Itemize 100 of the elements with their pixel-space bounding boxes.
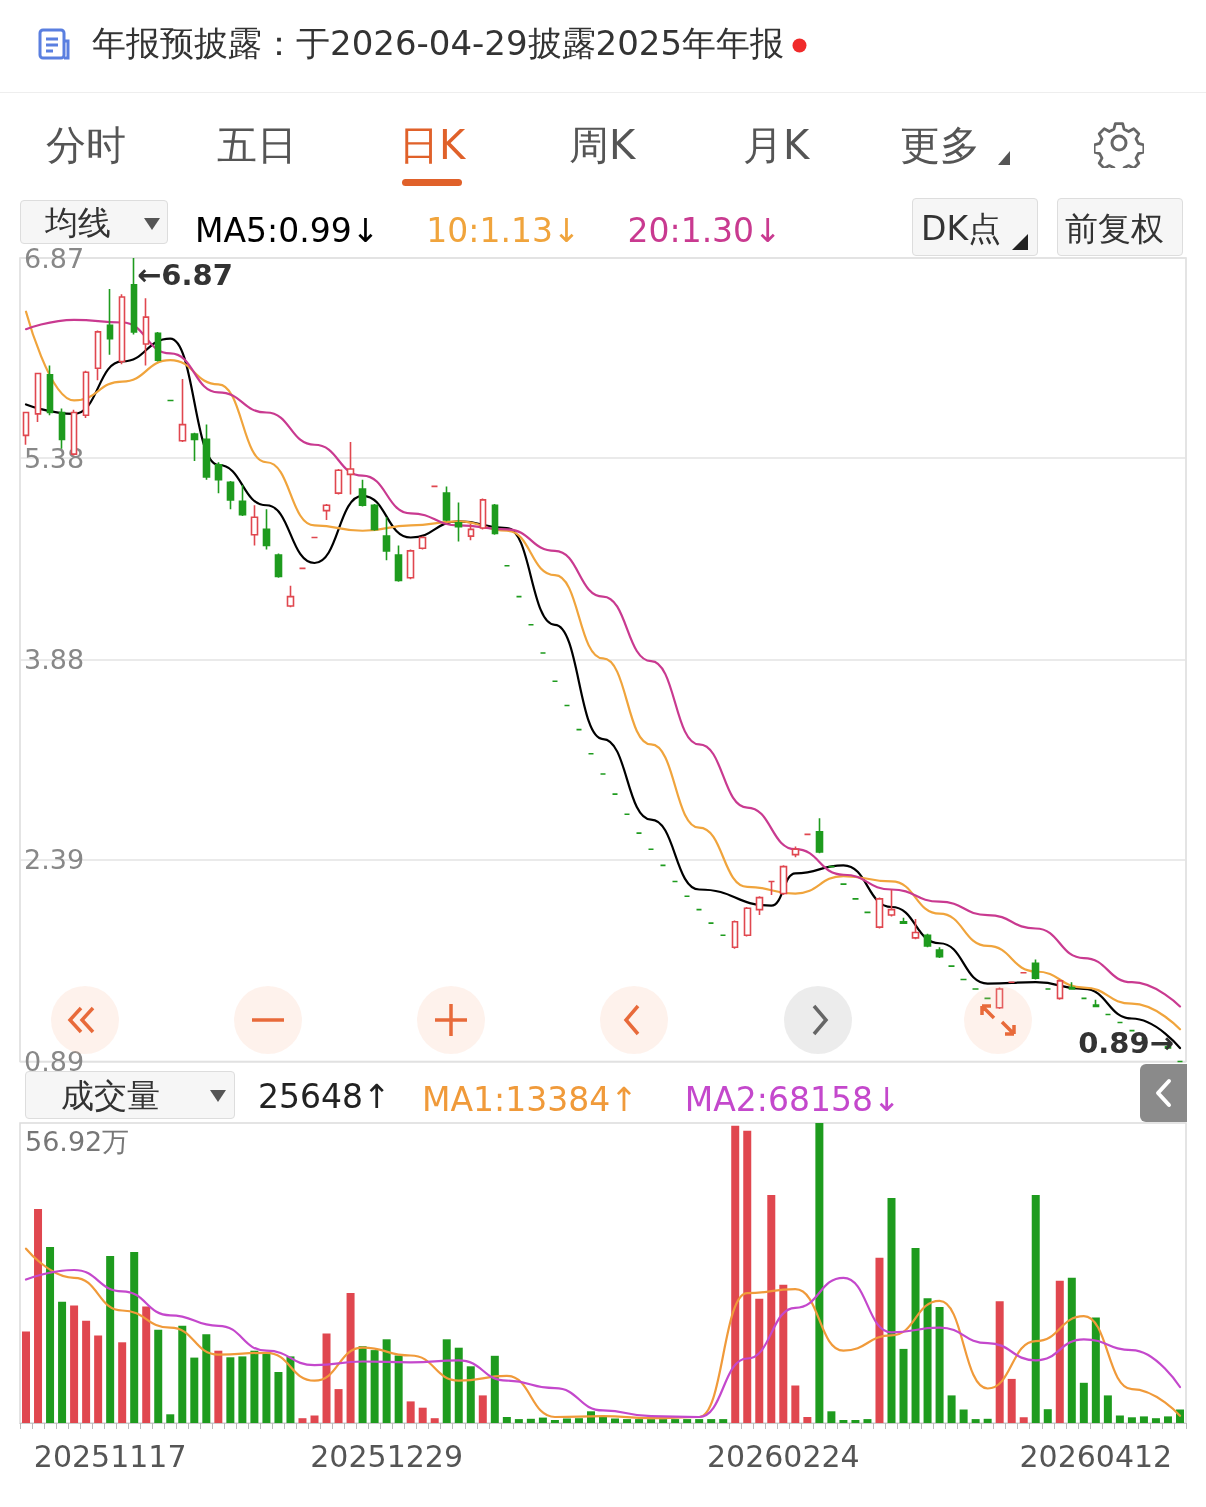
bar: [695, 1419, 704, 1423]
bar: [538, 1417, 547, 1423]
bar: [274, 1372, 283, 1423]
candlestick: [418, 535, 427, 551]
text: 五日: [216, 121, 298, 170]
candlestick: [875, 896, 884, 930]
bar: [1031, 1195, 1040, 1423]
bar: [1079, 1382, 1088, 1423]
text: MA2:68158↓: [684, 1080, 901, 1119]
candlestick: [442, 485, 451, 523]
candlestick: [142, 297, 150, 367]
candlestick: [214, 461, 223, 494]
bar: [550, 1420, 559, 1423]
candlestick: [94, 329, 102, 382]
annotation: 0.89→: [1078, 1026, 1174, 1060]
bar: [899, 1348, 908, 1423]
bar: [346, 1293, 355, 1423]
bar: [839, 1420, 848, 1423]
annotation: 56.92万: [25, 1125, 130, 1159]
candlestick: [923, 933, 932, 949]
bar: [1007, 1378, 1016, 1423]
candlestick: [370, 503, 379, 532]
text: 20:1.30↓: [627, 211, 782, 250]
candlestick: [322, 503, 331, 521]
bar: [214, 1350, 223, 1423]
bar: [875, 1257, 884, 1423]
bar: [659, 1419, 668, 1423]
bar: [310, 1415, 319, 1423]
y-tick-label: 0.89: [24, 1046, 85, 1077]
bar: [178, 1325, 187, 1423]
text: 成交量: [61, 1075, 160, 1117]
candlestick: [1031, 958, 1040, 981]
bar: [22, 1331, 31, 1423]
x-tick-label: 20251117: [33, 1438, 187, 1474]
bar: [118, 1342, 127, 1423]
candlestick: [755, 895, 764, 916]
bar: [1139, 1416, 1148, 1423]
text: MA1:13384↑: [422, 1080, 638, 1119]
bar: [226, 1357, 235, 1423]
bar: [190, 1357, 199, 1423]
candlestick: [178, 378, 187, 443]
bar: [418, 1407, 427, 1423]
bar: [1067, 1277, 1076, 1423]
candlestick: [382, 516, 391, 562]
text: DK点: [921, 208, 1002, 250]
bar: [82, 1320, 91, 1423]
bar: [623, 1419, 632, 1423]
text: 10:1.13↓: [426, 211, 581, 250]
bar: [1103, 1395, 1112, 1423]
bar: [827, 1411, 836, 1423]
bar: [755, 1298, 764, 1423]
bar: [1055, 1280, 1064, 1423]
bar: [683, 1419, 692, 1423]
bar: [923, 1298, 932, 1423]
bar: [1151, 1418, 1160, 1423]
bar: [671, 1419, 680, 1423]
bar: [514, 1419, 523, 1423]
bar: [743, 1130, 752, 1423]
candlestick: [22, 411, 30, 446]
bar: [851, 1420, 860, 1423]
bar: [791, 1385, 800, 1423]
bar: [286, 1356, 295, 1423]
bar: [130, 1252, 139, 1423]
text: 周K: [567, 121, 637, 170]
x-tick-label: 20260412: [1019, 1438, 1173, 1474]
candlestick: [911, 918, 920, 941]
bar: [959, 1409, 968, 1423]
bar: [1091, 1317, 1100, 1423]
bar: [94, 1335, 103, 1423]
candlestick: [118, 293, 126, 365]
bar: [767, 1195, 776, 1423]
bar: [58, 1301, 67, 1423]
bar: [947, 1395, 956, 1423]
candlestick: [479, 497, 487, 531]
bar: [1019, 1417, 1028, 1423]
bar: [298, 1418, 307, 1423]
candlestick: [454, 501, 463, 543]
bar: [442, 1339, 451, 1423]
candlestick: [887, 888, 896, 918]
candlestick: [82, 370, 90, 419]
bar: [406, 1401, 415, 1423]
candlestick: [274, 552, 283, 579]
candlestick: [154, 331, 162, 363]
bar: [382, 1339, 391, 1423]
y-tick-label: 2.39: [24, 844, 85, 876]
candlestick: [46, 364, 54, 417]
bar: [394, 1355, 403, 1423]
candlestick: [1056, 978, 1064, 1001]
bar: [202, 1334, 211, 1423]
bar: [526, 1418, 535, 1423]
bar: [334, 1389, 343, 1423]
x-tick-label: 20251229: [310, 1438, 463, 1474]
candlestick: [202, 423, 211, 481]
bar: [250, 1350, 259, 1423]
candlestick: [406, 548, 415, 580]
candlestick: [226, 480, 235, 511]
candlestick: [58, 407, 66, 450]
text: 更多: [899, 121, 981, 170]
bar: [995, 1301, 1004, 1423]
bar: [262, 1353, 271, 1423]
